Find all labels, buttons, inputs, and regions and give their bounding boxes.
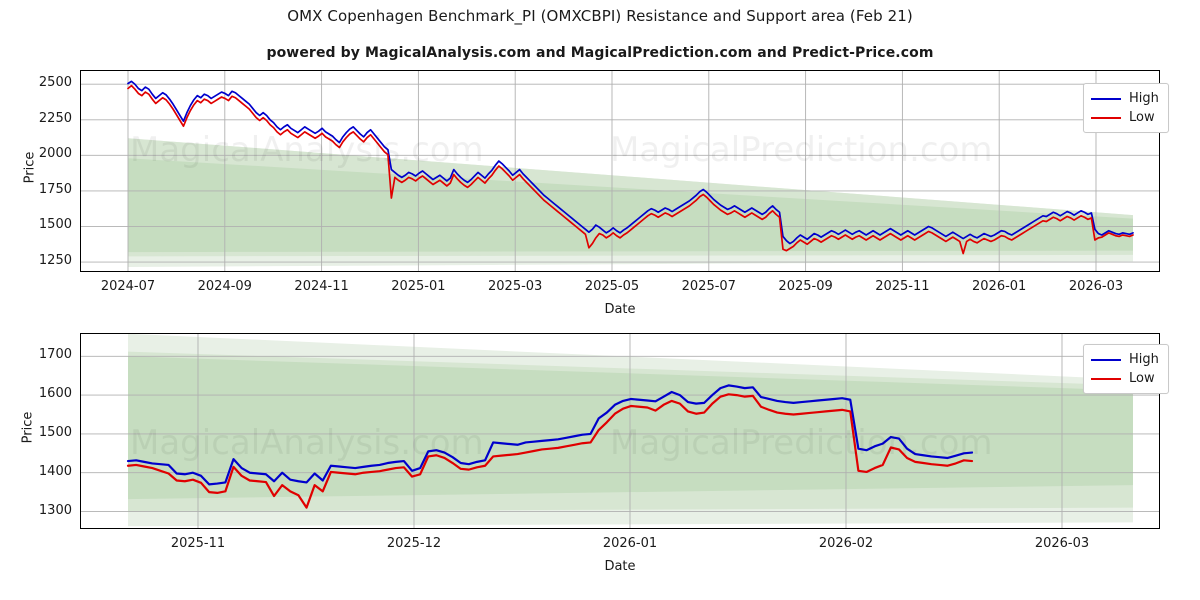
overview-chart-panel: MagicalAnalysis.com MagicalPrediction.co… <box>80 70 1160 272</box>
x-tick-label: 2026-01 <box>602 536 658 551</box>
page-subtitle: powered by MagicalAnalysis.com and Magic… <box>266 45 934 61</box>
y-tick-label: 2000 <box>38 146 72 162</box>
x-tick-label: 2025-07 <box>681 279 736 294</box>
legend-swatch-high <box>1091 97 1121 100</box>
x-tick-label: 2026-03 <box>1068 279 1124 294</box>
zoom-legend: High Low <box>1083 344 1169 394</box>
zoom-plot-svg <box>80 333 1160 529</box>
x-tick-label: 2026-01 <box>972 279 1027 294</box>
legend-swatch-high <box>1091 358 1121 361</box>
y-tick-label: 1500 <box>38 217 72 233</box>
legend-label-high: High <box>1129 91 1159 106</box>
y-tick-label: 2500 <box>38 75 72 91</box>
zoom-plot-border <box>80 333 1160 529</box>
x-tick-label: 2025-09 <box>778 279 833 294</box>
y-tick-label: 1250 <box>38 253 72 269</box>
x-tick-label: 2025-01 <box>391 279 446 294</box>
legend-row-low: Low <box>1091 369 1159 388</box>
overview-plot-border <box>80 70 1160 272</box>
x-tick-label: 2026-02 <box>818 536 874 551</box>
y-tick-label: 1300 <box>38 502 72 518</box>
x-tick-label: 2024-11 <box>294 279 349 294</box>
legend-label-low: Low <box>1129 110 1155 125</box>
x-tick-label: 2025-12 <box>386 536 442 551</box>
legend-label-low: Low <box>1129 371 1155 386</box>
legend-row-low: Low <box>1091 108 1159 127</box>
overview-plot-svg <box>80 70 1160 272</box>
y-tick-label: 1600 <box>38 386 72 402</box>
legend-swatch-low <box>1091 116 1121 119</box>
zoom-plot-area <box>80 333 1160 529</box>
x-tick-label: 2025-03 <box>488 279 543 294</box>
overview-plot-area <box>80 70 1160 272</box>
legend-label-high: High <box>1129 352 1159 367</box>
y-tick-label: 2250 <box>38 110 72 126</box>
overview-legend: High Low <box>1083 83 1169 133</box>
x-tick-label: 2025-05 <box>584 279 640 294</box>
y-tick-label: 1500 <box>38 424 72 440</box>
y-tick-label: 1700 <box>38 347 72 363</box>
legend-row-high: High <box>1091 350 1159 369</box>
x-tick-label: 2024-07 <box>100 279 156 294</box>
x-tick-label: 2026-03 <box>1034 536 1090 551</box>
y-tick-label: 1750 <box>38 181 72 197</box>
zoom-chart-panel: MagicalAnalysis.com MagicalPrediction.co… <box>80 333 1160 529</box>
legend-row-high: High <box>1091 89 1159 108</box>
overview-x-axis-label: Date <box>604 302 636 317</box>
page-title: OMX Copenhagen Benchmark_PI (OMXCBPI) Re… <box>287 7 913 25</box>
x-tick-label: 2024-09 <box>197 279 252 294</box>
zoom-x-axis-label: Date <box>604 559 636 574</box>
y-tick-label: 1400 <box>38 463 72 479</box>
x-tick-label: 2025-11 <box>875 279 930 294</box>
x-tick-label: 2025-11 <box>170 536 226 551</box>
legend-swatch-low <box>1091 377 1121 380</box>
